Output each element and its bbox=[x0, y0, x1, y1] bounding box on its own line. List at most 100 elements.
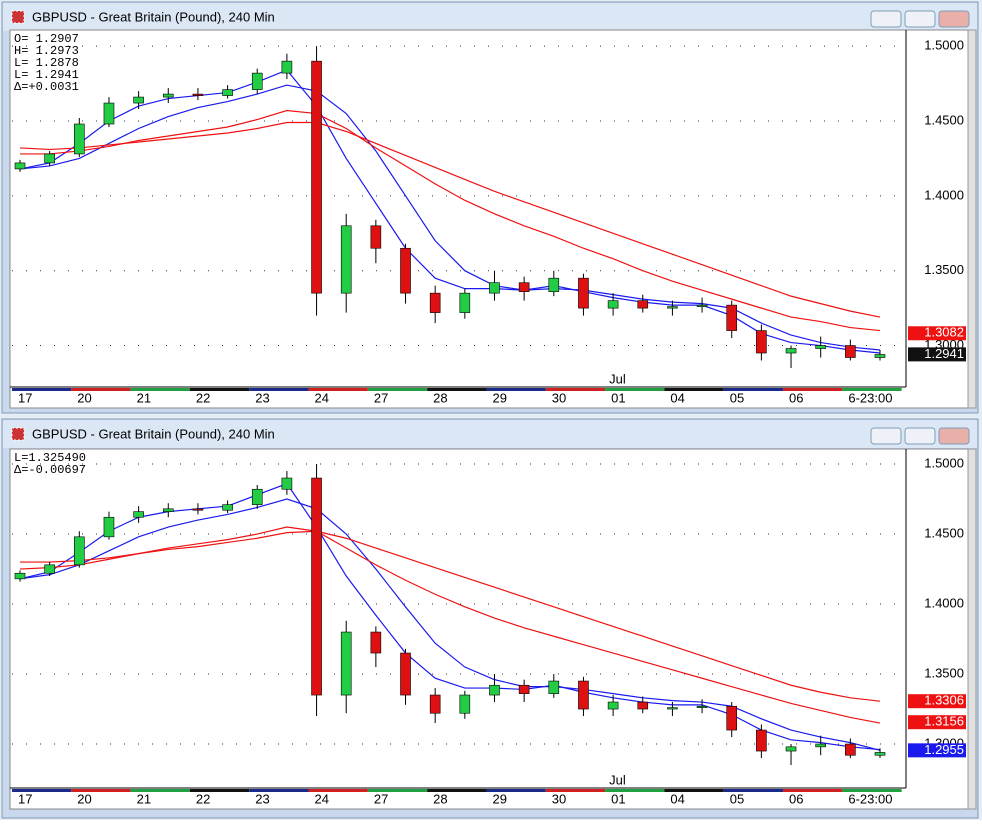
candle-body bbox=[637, 300, 649, 309]
candle-body bbox=[726, 304, 738, 331]
candle-body bbox=[103, 516, 115, 538]
x-tick-label: 20 bbox=[77, 390, 91, 405]
y-tick-label: 1.3500 bbox=[924, 262, 964, 277]
x-tick-label: 6-23:00 bbox=[848, 390, 892, 405]
maximize-button[interactable] bbox=[904, 10, 936, 28]
price-tag bbox=[908, 347, 966, 362]
y-tick-label: 1.4000 bbox=[924, 595, 964, 610]
candle-body bbox=[370, 225, 382, 249]
y-tick-label: 1.5000 bbox=[924, 455, 964, 470]
price-tag-label: 1.3306 bbox=[924, 693, 964, 708]
candle-body bbox=[696, 304, 708, 307]
axis-strip bbox=[12, 789, 72, 792]
candle-body bbox=[578, 680, 589, 710]
candle-body bbox=[785, 348, 797, 354]
candle-body bbox=[518, 282, 530, 292]
x-tick-label: 24 bbox=[315, 791, 329, 806]
candle-body bbox=[251, 72, 263, 90]
candle-body bbox=[874, 752, 886, 756]
price-tag-label: 1.3082 bbox=[924, 325, 964, 340]
minimize-button[interactable] bbox=[870, 427, 902, 445]
axis-strip bbox=[189, 388, 250, 391]
axis-strip bbox=[545, 789, 606, 792]
candle-body bbox=[489, 282, 500, 294]
axis-strip bbox=[427, 388, 487, 391]
moving-average-line bbox=[19, 121, 881, 318]
axis-strip bbox=[664, 388, 724, 391]
candle-body bbox=[459, 694, 471, 714]
axis-strip bbox=[189, 789, 250, 792]
axis-strip bbox=[71, 388, 131, 391]
x-tick-label: 17 bbox=[18, 791, 32, 806]
candle-body bbox=[637, 701, 649, 710]
ohlc-info: Δ=+0.0031 bbox=[14, 80, 79, 94]
x-tick-label: 29 bbox=[492, 390, 506, 405]
x-tick-label: 6-23:00 bbox=[848, 791, 892, 806]
x-tick-label: 27 bbox=[374, 791, 388, 806]
title-bar bbox=[3, 3, 977, 31]
ohlc-info: O= 1.2907 bbox=[14, 32, 79, 46]
window-title: GBPUSD - Great Britain (Pound), 240 Min bbox=[32, 426, 275, 441]
close-button[interactable] bbox=[938, 427, 970, 445]
candle-body bbox=[340, 225, 352, 294]
axis-strip bbox=[486, 789, 546, 792]
axis-strip bbox=[71, 789, 131, 792]
candle-body bbox=[429, 292, 441, 313]
x-tick-label: 29 bbox=[492, 791, 506, 806]
candle-body bbox=[192, 508, 204, 511]
moving-average-line bbox=[20, 109, 881, 332]
candle-body bbox=[607, 701, 619, 710]
candle-body bbox=[845, 345, 856, 358]
maximize-button[interactable] bbox=[904, 427, 936, 445]
close-button[interactable] bbox=[938, 10, 970, 28]
axis-strip bbox=[249, 789, 309, 792]
axis-strip bbox=[427, 789, 487, 792]
candle-body bbox=[162, 93, 174, 98]
ohlc-info: L=1.325490 bbox=[14, 451, 86, 465]
axis-strip bbox=[367, 789, 428, 792]
axis-strip bbox=[783, 789, 843, 792]
x-tick-label: 23 bbox=[255, 390, 269, 405]
moving-average-line bbox=[19, 526, 881, 724]
ohlc-info: L= 1.2878 bbox=[14, 56, 79, 70]
candle-body bbox=[785, 746, 797, 752]
candle-body bbox=[756, 729, 767, 752]
candle-body bbox=[74, 123, 85, 155]
candle-body bbox=[133, 96, 144, 104]
axis-strip bbox=[308, 789, 368, 792]
candle-body bbox=[874, 354, 886, 358]
candle-body bbox=[548, 680, 560, 694]
candle-body bbox=[370, 631, 382, 654]
candle-body bbox=[103, 102, 115, 125]
candle-body bbox=[667, 306, 678, 309]
chart-area bbox=[9, 448, 969, 810]
x-tick-label: 30 bbox=[552, 390, 566, 405]
axis-strip bbox=[723, 388, 784, 391]
candle-body bbox=[815, 345, 826, 349]
axis-strip bbox=[605, 789, 665, 792]
x-tick-label: 04 bbox=[670, 791, 684, 806]
candle-body bbox=[548, 277, 560, 292]
x-tick-label: 22 bbox=[196, 390, 210, 405]
candle-body bbox=[251, 488, 263, 505]
window-icon bbox=[11, 10, 25, 24]
x-tick-label: 05 bbox=[730, 390, 744, 405]
price-tag-label: 1.2955 bbox=[924, 742, 964, 757]
x-tick-label: 17 bbox=[18, 390, 32, 405]
x-tick-label: 05 bbox=[730, 791, 744, 806]
scrollbar[interactable] bbox=[967, 29, 977, 409]
axis-strip bbox=[308, 388, 368, 391]
x-tick-label: 21 bbox=[137, 390, 151, 405]
candle-body bbox=[815, 743, 826, 748]
scrollbar[interactable] bbox=[967, 448, 977, 810]
candle-body bbox=[44, 564, 55, 574]
minimize-button[interactable] bbox=[870, 10, 902, 28]
axis-strip bbox=[130, 388, 190, 391]
axis-strip bbox=[723, 789, 784, 792]
x-annotation: Jul bbox=[609, 772, 626, 787]
x-tick-label: 01 bbox=[611, 791, 625, 806]
candle-body bbox=[222, 89, 233, 96]
axis-strip bbox=[12, 388, 72, 391]
